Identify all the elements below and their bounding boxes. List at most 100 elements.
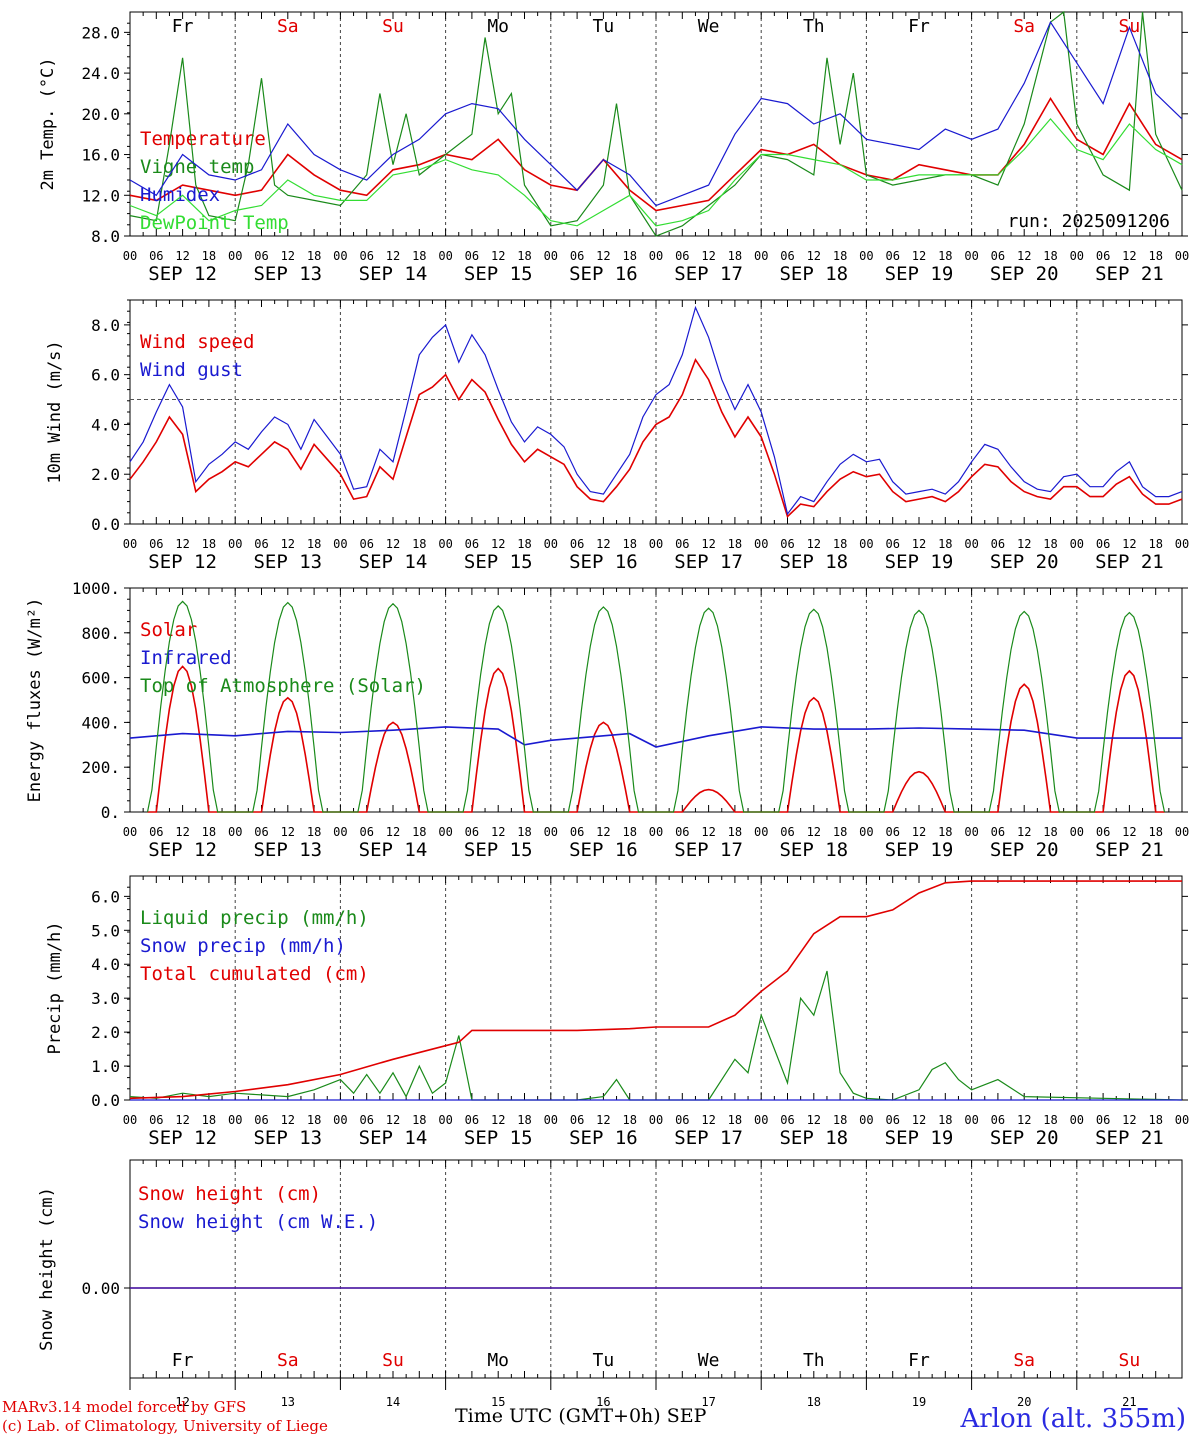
hour-label: 18 [728,249,742,263]
hour-label: 00 [544,537,558,551]
hour-label: 06 [570,249,584,263]
hour-label: 00 [544,825,558,839]
date-label: SEP 12 [148,839,217,861]
hour-label: 18 [202,537,216,551]
hour-label: 06 [254,1113,268,1127]
legend-entry: Liquid precip (mm/h) [140,907,369,929]
hour-label: 00 [123,537,137,551]
date-label: SEP 18 [779,263,848,285]
series-line-top-of-atmosphere-solar- [146,600,1166,813]
hour-label: 00 [859,537,873,551]
y-tick-label: 0. [101,803,120,822]
hour-label: 12 [807,537,821,551]
hour-label: 18 [202,825,216,839]
panel-frame [129,299,1183,525]
date-label: SEP 17 [674,263,743,285]
date-label: SEP 16 [569,263,638,285]
day-label: Th [803,16,825,37]
hour-label: 12 [175,249,189,263]
y-tick-label: 200. [81,758,120,777]
date-label: SEP 15 [464,839,533,861]
hour-label: 06 [465,1113,479,1127]
hour-label: 18 [517,1113,531,1127]
legend-entry: Solar [140,619,197,641]
date-label: SEP 15 [464,551,533,573]
hour-label: 00 [438,825,452,839]
hour-label: 12 [386,825,400,839]
hour-label: 00 [1175,1113,1189,1127]
hour-label: 18 [728,825,742,839]
hour-label: 06 [254,537,268,551]
y-tick-label: 8.0 [91,316,120,335]
y-axis-title: 2m Temp. (°C) [38,57,58,190]
hour-label: 06 [570,825,584,839]
hour-label: 18 [938,249,952,263]
y-tick-label: 6.0 [91,887,120,906]
day-number: 19 [912,1395,926,1409]
hour-label: 18 [307,249,321,263]
date-label: SEP 13 [253,1127,322,1149]
hour-label: 12 [1122,537,1136,551]
panel-5: 0.00 Snow height (cm) Snow height (cm) Snow… [37,1159,1183,1409]
hour-label: 18 [307,1113,321,1127]
hour-label: 00 [333,825,347,839]
hour-label: 12 [491,825,505,839]
day-number: 18 [807,1395,821,1409]
hour-label: 00 [859,825,873,839]
hour-label: 12 [701,825,715,839]
hour-label: 00 [1175,825,1189,839]
hour-label: 18 [833,825,847,839]
hour-label: 00 [649,537,663,551]
hour-label: 00 [228,1113,242,1127]
hour-label: 06 [149,537,163,551]
hour-label: 06 [149,825,163,839]
date-label: SEP 21 [1095,263,1164,285]
hour-label: 18 [1148,1113,1162,1127]
hour-label: 00 [544,249,558,263]
hour-label: 06 [991,1113,1005,1127]
day-label: We [698,1350,720,1371]
lab-label: (c) Lab. of Climatology, University of L… [2,1417,328,1435]
series-line-humidex [129,20,1183,207]
hour-label: 12 [491,1113,505,1127]
date-label: SEP 14 [359,839,428,861]
day-number: 15 [491,1395,505,1409]
series-line-wind-gust [129,305,1183,516]
day-label: Su [1119,1350,1141,1371]
series-line-dewpoint-temp [129,117,1183,227]
hour-label: 00 [123,249,137,263]
hour-label: 06 [359,825,373,839]
hour-label: 18 [938,537,952,551]
date-label: SEP 20 [990,551,1059,573]
hour-label: 12 [807,1113,821,1127]
hour-label: 00 [1175,537,1189,551]
day-number: 17 [701,1395,715,1409]
hour-label: 00 [123,1113,137,1127]
hour-label: 00 [754,537,768,551]
date-label: SEP 16 [569,839,638,861]
date-label: SEP 13 [253,551,322,573]
day-label: Tu [593,1350,615,1371]
day-label: Th [803,1350,825,1371]
hour-label: 00 [438,537,452,551]
legend-entry: Humidex [140,184,220,206]
hour-label: 12 [175,1113,189,1127]
hour-label: 12 [1122,249,1136,263]
hour-label: 00 [754,1113,768,1127]
hour-label: 18 [938,825,952,839]
hour-label: 12 [281,249,295,263]
date-label: SEP 19 [885,551,954,573]
hour-label: 00 [964,249,978,263]
hour-label: 00 [228,537,242,551]
hour-label: 00 [964,537,978,551]
hour-label: 18 [622,825,636,839]
y-tick-label: 5.0 [91,921,120,940]
hour-label: 06 [675,537,689,551]
date-label: SEP 16 [569,1127,638,1149]
hour-label: 06 [1096,537,1110,551]
legend-entry: Snow precip (mm/h) [140,935,346,957]
hour-label: 06 [465,825,479,839]
day-label: Su [382,16,404,37]
hour-label: 00 [1070,825,1084,839]
